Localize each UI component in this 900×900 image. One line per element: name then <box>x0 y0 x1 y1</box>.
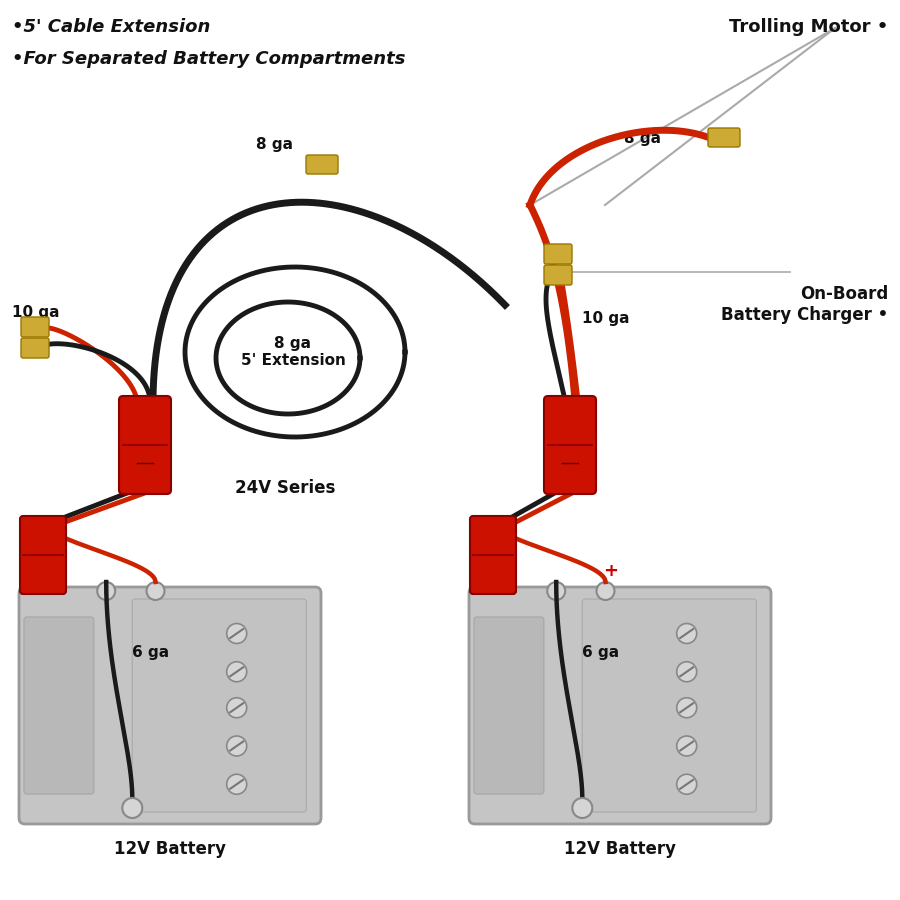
Text: 8 ga: 8 ga <box>624 130 661 146</box>
Circle shape <box>677 624 697 644</box>
Circle shape <box>227 624 247 644</box>
Circle shape <box>677 698 697 718</box>
Circle shape <box>677 774 697 795</box>
Text: 6 ga: 6 ga <box>582 644 619 660</box>
FancyBboxPatch shape <box>19 587 321 824</box>
FancyBboxPatch shape <box>132 599 306 812</box>
FancyBboxPatch shape <box>474 617 544 794</box>
FancyBboxPatch shape <box>119 396 171 494</box>
Circle shape <box>547 582 565 600</box>
Text: 12V Battery: 12V Battery <box>114 840 226 858</box>
Circle shape <box>122 798 142 818</box>
Text: 24V Series: 24V Series <box>235 479 335 497</box>
Circle shape <box>227 774 247 795</box>
FancyBboxPatch shape <box>21 317 49 337</box>
Text: 10 ga: 10 ga <box>12 304 59 320</box>
FancyBboxPatch shape <box>306 155 338 174</box>
FancyBboxPatch shape <box>582 599 756 812</box>
FancyBboxPatch shape <box>24 617 94 794</box>
FancyBboxPatch shape <box>544 396 596 494</box>
FancyBboxPatch shape <box>469 587 771 824</box>
Circle shape <box>97 582 115 600</box>
FancyBboxPatch shape <box>20 516 66 594</box>
Circle shape <box>572 798 592 818</box>
Circle shape <box>677 736 697 756</box>
FancyBboxPatch shape <box>708 128 740 147</box>
Text: 8 ga
5' Extension: 8 ga 5' Extension <box>240 336 346 368</box>
Circle shape <box>677 662 697 682</box>
Text: •For Separated Battery Compartments: •For Separated Battery Compartments <box>12 50 406 68</box>
Text: 8 ga: 8 ga <box>256 138 293 152</box>
Text: 12V Battery: 12V Battery <box>564 840 676 858</box>
Text: 6 ga: 6 ga <box>132 644 169 660</box>
Circle shape <box>227 698 247 718</box>
Circle shape <box>147 582 165 600</box>
FancyBboxPatch shape <box>544 244 572 264</box>
Text: 10 ga: 10 ga <box>582 310 629 326</box>
Text: +: + <box>603 562 618 580</box>
Circle shape <box>597 582 615 600</box>
FancyBboxPatch shape <box>544 265 572 285</box>
Text: Trolling Motor •: Trolling Motor • <box>729 18 888 36</box>
Circle shape <box>227 736 247 756</box>
FancyBboxPatch shape <box>21 338 49 358</box>
FancyBboxPatch shape <box>470 516 516 594</box>
Text: •5' Cable Extension: •5' Cable Extension <box>12 18 211 36</box>
Text: On-Board
Battery Charger •: On-Board Battery Charger • <box>721 285 888 324</box>
Circle shape <box>227 662 247 682</box>
